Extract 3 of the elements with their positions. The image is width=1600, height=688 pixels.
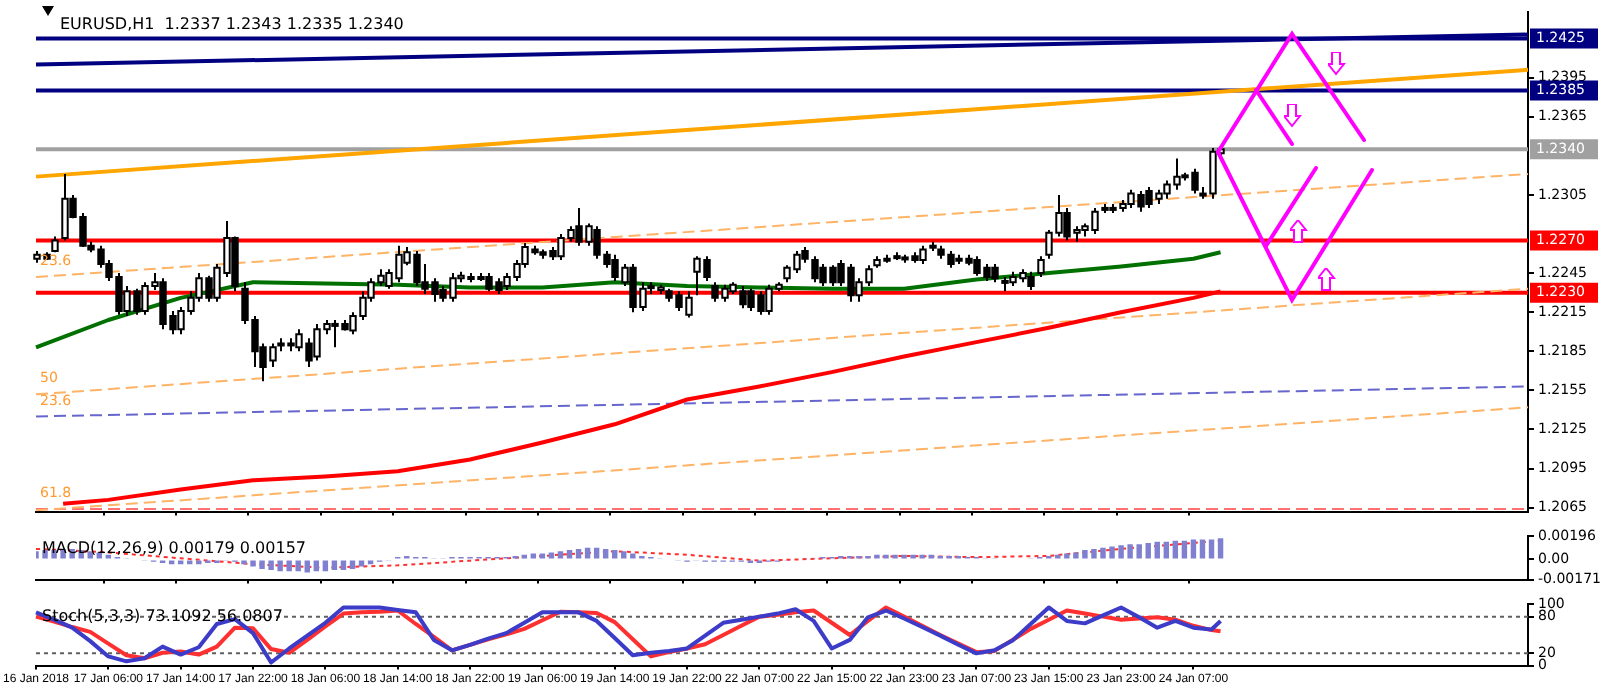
chart-title: Stoch(5,3,3) 73.1092 56.0807 [42, 606, 283, 625]
chart-title: EURUSD,H1 1.2337 1.2343 1.2335 1.2340 [60, 14, 404, 33]
chart-title: MACD(12,26,9) 0.00179 0.00157 [42, 538, 307, 557]
